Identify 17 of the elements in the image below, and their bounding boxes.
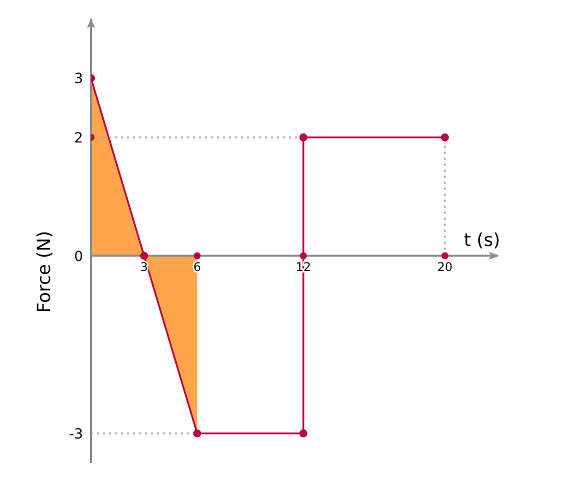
x-tick-label: 6 bbox=[193, 260, 201, 274]
y-axis-title: Force (N) bbox=[34, 230, 55, 313]
x-tick-label: 20 bbox=[437, 260, 453, 274]
y-tick-label: 3 bbox=[74, 71, 83, 88]
point bbox=[440, 133, 449, 142]
x-axis-title: t (s) bbox=[464, 230, 500, 251]
point bbox=[193, 429, 202, 438]
x-tick-label: 3 bbox=[140, 260, 148, 274]
y-tick-label: 2 bbox=[74, 130, 83, 146]
point bbox=[299, 133, 308, 142]
y-tick-label: -3 bbox=[69, 426, 83, 442]
point bbox=[300, 252, 307, 260]
point bbox=[299, 429, 308, 438]
y-tick-label: 0 bbox=[74, 248, 83, 265]
point bbox=[140, 252, 148, 260]
point bbox=[194, 252, 201, 260]
point bbox=[441, 252, 448, 260]
